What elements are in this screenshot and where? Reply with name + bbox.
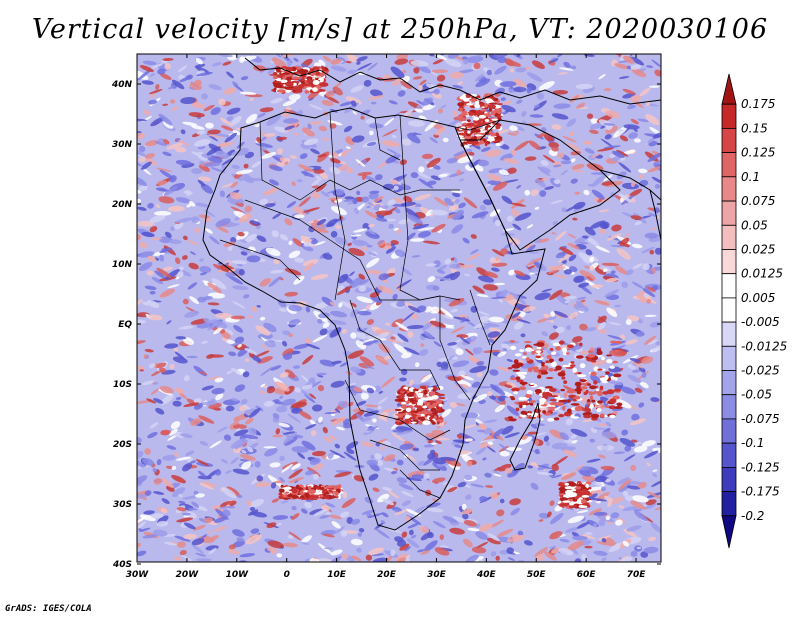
colorbar-swatch	[721, 224, 737, 250]
colorbar-swatch	[721, 200, 737, 226]
country-borders	[219, 111, 501, 499]
colorbar-swatch	[721, 515, 737, 549]
lon-label: 10W	[226, 570, 250, 580]
lon-label: 50E	[527, 570, 547, 580]
colorbar-swatch	[721, 273, 737, 299]
figure-title: Vertical velocity [m/s] at 250hPa, VT: 2…	[31, 14, 769, 45]
lat-label: 40N	[111, 80, 133, 90]
lon-label: 60E	[577, 570, 597, 580]
colorbar-swatch	[721, 418, 737, 444]
arabia-coastline	[459, 119, 621, 251]
lat-label: EQ	[118, 320, 132, 330]
europe-coastline	[244, 57, 661, 105]
colorbar-swatch	[721, 152, 737, 178]
colorbar-label: -0.2	[741, 509, 764, 523]
colorbar-swatch	[721, 442, 737, 468]
colorbar-label: 0.075	[741, 194, 775, 208]
colorbar-label: 0.175	[741, 97, 775, 111]
madagascar-coastline	[509, 402, 541, 471]
colorbar-swatch	[721, 103, 737, 129]
colorbar-swatch	[721, 321, 737, 347]
colorbar-swatch	[721, 297, 737, 323]
india-coastline	[649, 189, 661, 241]
colorbar-label: -0.005	[741, 315, 780, 329]
colorbar-swatch	[721, 176, 737, 202]
colorbar-label: -0.075	[741, 412, 780, 426]
colorbar-swatch	[721, 370, 737, 396]
colorbar-label: -0.05	[741, 388, 772, 402]
colorbar: 0.175 0.15 0.125 0.1 0.075 0.05 0.025 0.0125 0.0…	[721, 73, 787, 549]
asia-coastline	[599, 169, 661, 201]
lon-label: 20E	[377, 570, 397, 580]
colorbar-swatch	[721, 249, 737, 275]
colorbar-label: -0.0125	[741, 339, 787, 353]
colorbar-label: 0.025	[741, 243, 775, 257]
africa-coastline	[202, 107, 546, 531]
lon-label: 70E	[627, 570, 647, 580]
lat-label: 10S	[113, 380, 132, 390]
lon-label: 30W	[126, 570, 150, 580]
colorbar-swatch	[721, 394, 737, 420]
colorbar-label: -0.1	[741, 436, 764, 450]
colorbar-label: 0.05	[741, 218, 768, 232]
colorbar-swatch	[721, 466, 737, 492]
lon-label: 0	[284, 570, 290, 580]
colorbar-label: 0.1	[741, 170, 760, 184]
colorbar-label: -0.025	[741, 364, 780, 378]
grads-credit: GrADS: IGES/COLA	[5, 604, 92, 614]
colorbar-swatch	[721, 491, 737, 517]
colorbar-label: 0.0125	[741, 267, 783, 281]
colorbar-label: -0.175	[741, 485, 780, 499]
lat-label: 10N	[112, 260, 133, 270]
lat-label: 20S	[113, 440, 132, 450]
lon-label: 10E	[327, 570, 347, 580]
colorbar-label: 0.005	[741, 291, 775, 305]
lat-label: 40S	[112, 560, 132, 570]
velocity-field	[137, 54, 661, 562]
map-frame	[136, 53, 662, 563]
colorbar-swatch	[721, 127, 737, 153]
colorbar-label: 0.125	[741, 146, 775, 160]
lat-label: 20N	[112, 200, 133, 210]
lat-label: 30S	[113, 500, 132, 510]
colorbar-swatch	[721, 73, 737, 105]
lon-label: 40E	[476, 570, 497, 580]
lon-label: 20W	[176, 570, 200, 580]
lon-label: 30E	[427, 570, 447, 580]
colorbar-swatch	[721, 345, 737, 371]
colorbar-label: -0.125	[741, 460, 780, 474]
colorbar-label: 0.15	[741, 121, 768, 135]
lat-label: 30N	[112, 140, 133, 150]
